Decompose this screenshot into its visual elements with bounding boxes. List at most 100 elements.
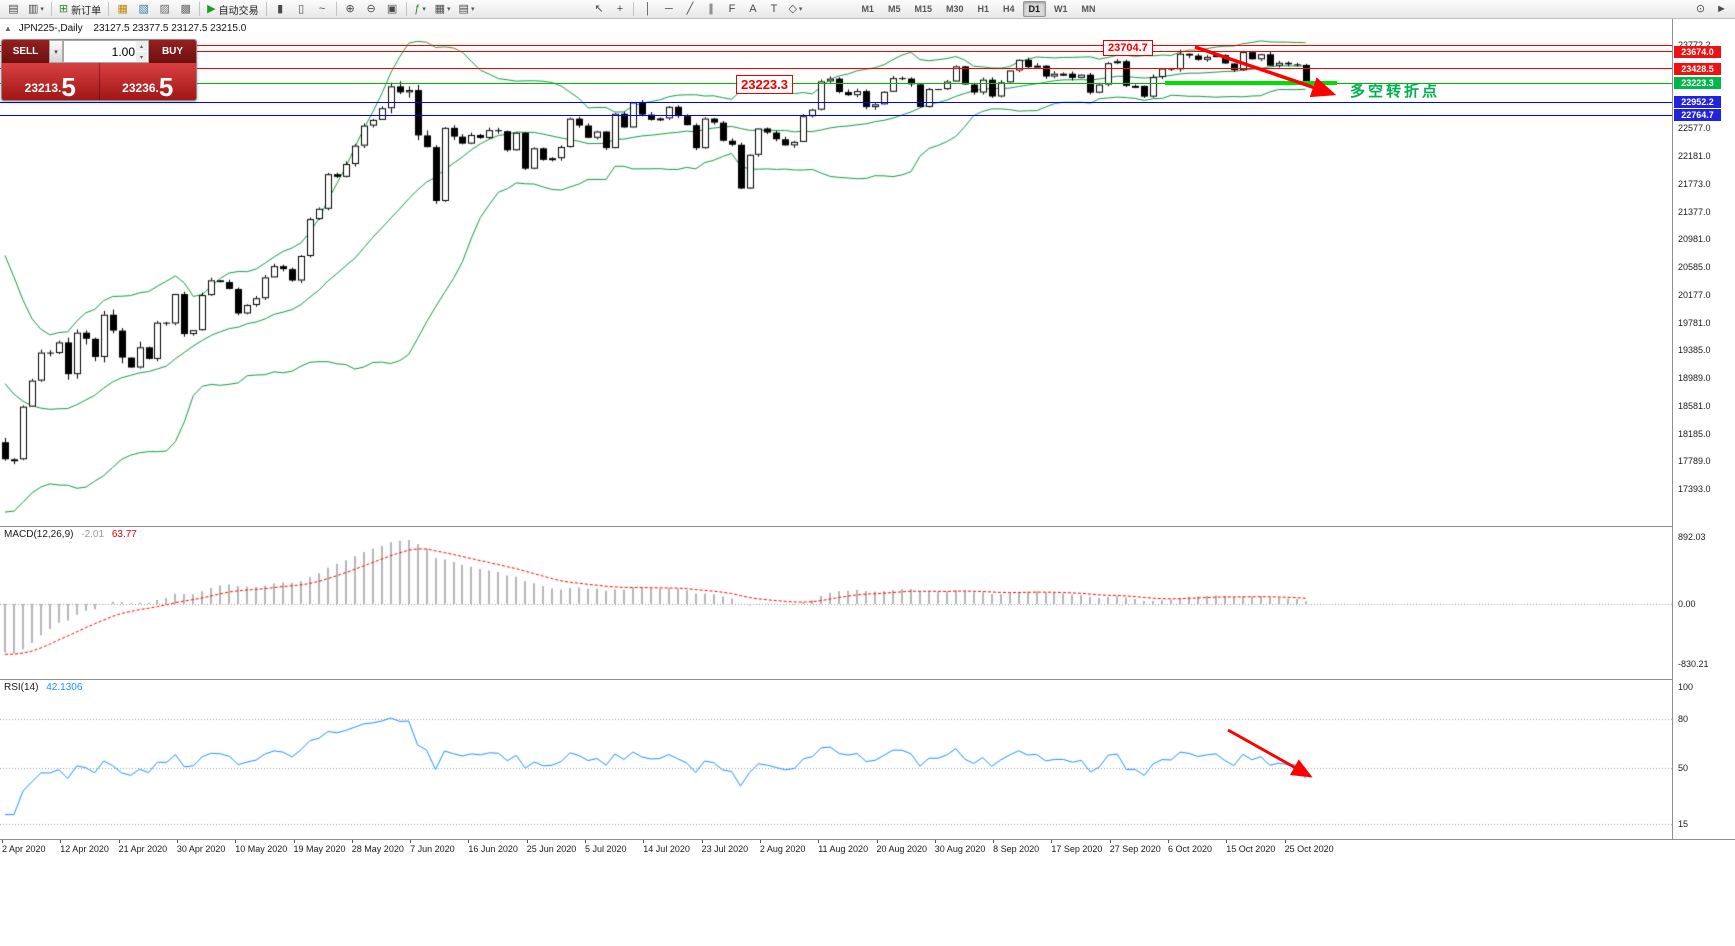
chevron-down-icon: ▾ — [54, 48, 58, 56]
price-downtrend-arrow[interactable] — [1185, 40, 1350, 104]
zoom-out-icon-glyph-icon: ⊖ — [366, 2, 376, 15]
toolbar-right-group: ⊙ ► — [1690, 0, 1732, 18]
vertical-line-icon[interactable]: │ — [638, 1, 657, 18]
timeframe-m30-button[interactable]: M30 — [945, 4, 964, 14]
new-order-button[interactable]: ⊞ 新订单 — [56, 1, 104, 18]
buy-price-button[interactable]: 23236. 5 — [98, 63, 197, 101]
zoom-in-icon[interactable]: ⊕ — [341, 1, 360, 18]
rsi-name: RSI(14) — [4, 682, 39, 693]
periods-icon-glyph-icon: ▦ — [434, 2, 446, 15]
cursor-icon[interactable]: ↖ — [589, 1, 608, 18]
turning-point-label[interactable]: 多空转折点 — [1350, 83, 1441, 100]
date-label: 28 May 2020 — [351, 844, 404, 854]
terminal-icon-glyph-icon: ▩ — [180, 2, 191, 15]
auto-trading-glyph-icon: ▶ — [207, 2, 216, 15]
price-axis-label: 20981.0 — [1678, 234, 1711, 245]
text-label-icon[interactable]: T — [764, 1, 783, 18]
price-axis-label: 17393.0 — [1678, 483, 1711, 494]
search-icon[interactable]: ⊙ — [1691, 1, 1710, 18]
market-watch-icon[interactable]: ▦ — [113, 1, 132, 18]
templates-icon[interactable]: ▤ ▾ — [456, 1, 478, 18]
time-tick — [410, 840, 412, 843]
fibonacci-icon[interactable]: F — [722, 1, 741, 18]
one-click-collapse-icon[interactable]: ▲ — [4, 24, 12, 33]
price-axis-label: 17789.0 — [1678, 456, 1711, 467]
data-window-icon[interactable]: ▧ — [134, 1, 153, 18]
support-highlight-line[interactable] — [1165, 81, 1337, 86]
timeframe-m5-button[interactable]: M5 — [887, 4, 901, 14]
price-axis-label: 18185.0 — [1678, 428, 1711, 439]
timeframe-w1-button[interactable]: W1 — [1054, 4, 1068, 14]
volume-dropdown-button[interactable]: ▾ — [49, 40, 63, 63]
shapes-icon[interactable]: ◇ ▾ — [785, 1, 805, 18]
time-tick — [1226, 840, 1228, 843]
macd-indicator-canvas[interactable] — [0, 526, 1672, 679]
one-click-trading-panel: SELL ▾ ▴ ▾ BUY 23213. 5 23236. 5 — [1, 39, 197, 101]
volume-decrease-icon[interactable]: ▾ — [136, 52, 147, 62]
ohlc-values: 23127.5 23377.5 23127.5 23215.0 — [93, 23, 247, 34]
timeframe-d1-button[interactable]: D1 — [1022, 1, 1047, 17]
bar-chart-mode-icon[interactable]: ▮ — [271, 1, 290, 18]
new-chart-icon[interactable]: ▤ — [4, 1, 23, 18]
timeframe-mn-button[interactable]: MN — [1081, 4, 1096, 14]
price-axis-label: 18989.0 — [1678, 372, 1711, 383]
price-level-line[interactable] — [0, 51, 1672, 53]
candle-chart-mode-icon[interactable]: ▯ — [292, 1, 311, 18]
price-level-line[interactable] — [0, 68, 1672, 70]
rsi-scale-label: 15 — [1678, 818, 1689, 829]
line-chart-mode-icon[interactable]: ~ — [313, 1, 332, 18]
date-label: 27 Sep 2020 — [1109, 844, 1161, 854]
price-level-tag: 23428.5 — [1674, 62, 1721, 75]
sell-button[interactable]: SELL — [2, 40, 49, 63]
price-level-line[interactable] — [0, 114, 1672, 116]
terminal-icon[interactable]: ▩ — [176, 1, 195, 18]
support-level-annotation[interactable]: 23223.3 — [736, 75, 793, 94]
buy-price-big-digit: 5 — [158, 72, 174, 101]
swing-high-annotation[interactable]: 23704.7 — [1103, 40, 1153, 56]
timeframe-m1-button[interactable]: M1 — [861, 4, 874, 14]
price-level-line[interactable] — [0, 82, 1672, 84]
macd-scale-label: -830.21 — [1678, 659, 1709, 669]
channel-icon-glyph-icon: ∥ — [708, 2, 714, 15]
volume-input[interactable] — [64, 41, 148, 62]
rsi-downtrend-arrow[interactable] — [1220, 722, 1320, 786]
buy-price-main: 23236. — [122, 81, 159, 95]
buy-button[interactable]: BUY — [149, 40, 196, 63]
volume-increase-icon[interactable]: ▴ — [136, 41, 147, 51]
rsi-pane-separator[interactable] — [0, 679, 1735, 680]
zoom-out-icon[interactable]: ⊖ — [362, 1, 381, 18]
auto-trading-button[interactable]: ▶ 自动交易 — [204, 1, 261, 18]
text-icon[interactable]: A — [743, 1, 762, 18]
macd-pane-separator[interactable] — [0, 526, 1735, 527]
navigator-icon[interactable]: ▨ — [155, 1, 174, 18]
price-axis[interactable]: 23772.2 22577.0 22181.0 21773.0 21377.0 20981… — [1672, 19, 1735, 857]
time-tick — [2, 840, 3, 843]
rsi-value: 42.1306 — [46, 682, 83, 693]
crosshair-icon[interactable]: + — [610, 1, 629, 18]
time-tick — [1051, 840, 1053, 843]
time-axis[interactable]: 2 Apr 2020 12 Apr 2020 21 Apr 2020 30 Apr 2… — [0, 839, 1735, 857]
tile-windows-icon[interactable]: ▣ — [383, 1, 402, 18]
date-label: 8 Sep 2020 — [993, 844, 1040, 854]
quick-nav-icon[interactable]: ► — [1712, 1, 1731, 18]
channel-icon[interactable]: ∥ — [701, 1, 720, 18]
sell-price-button[interactable]: 23213. 5 — [2, 63, 99, 100]
timeframe-h4-button[interactable]: H4 — [1003, 4, 1015, 14]
trendline-icon[interactable]: ╱ — [680, 1, 699, 18]
indicators-icon[interactable]: ƒ ▾ — [411, 1, 430, 18]
toolbar-separator — [405, 2, 407, 16]
price-chart-canvas[interactable] — [0, 19, 1672, 526]
price-level-line[interactable] — [0, 44, 1672, 46]
time-tick — [1284, 840, 1286, 843]
time-tick — [235, 840, 237, 843]
timeframe-m15-button[interactable]: M15 — [914, 4, 932, 14]
time-tick — [993, 840, 995, 843]
date-label: 6 Oct 2020 — [1168, 844, 1213, 854]
rsi-indicator-canvas[interactable] — [0, 679, 1672, 839]
chart-profiles-icon[interactable]: ▥ ▾ — [25, 1, 47, 18]
timeframe-h1-button[interactable]: H1 — [977, 4, 990, 14]
horizontal-line-icon[interactable]: ─ — [659, 1, 678, 18]
periods-icon[interactable]: ▦ ▾ — [432, 1, 454, 18]
price-level-line[interactable] — [0, 101, 1672, 103]
new-chart-icon-glyph-icon: ▤ — [8, 2, 19, 15]
